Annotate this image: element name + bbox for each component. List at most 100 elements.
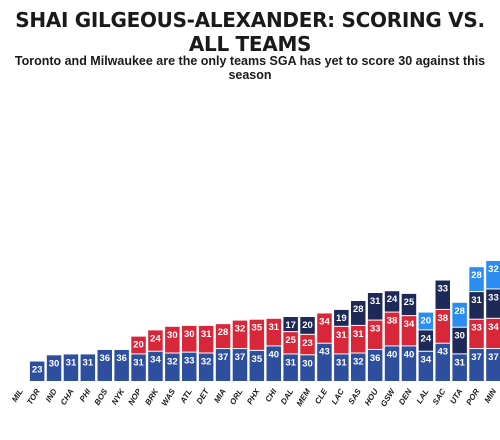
data-label-brk-game-2: 24: [150, 333, 161, 344]
bar-segment-sac-game-3: [435, 280, 450, 309]
data-label-gsw-game-3: 24: [387, 294, 398, 305]
data-label-tor-game-1: 23: [32, 365, 43, 376]
bar-segment-lal-game-2: [418, 330, 434, 351]
bar-segment-uta-game-3: [452, 302, 467, 327]
data-label-uta-game-3: 28: [454, 306, 465, 317]
data-label-ind-game-1: 30: [49, 358, 60, 369]
data-label-sac-game-3: 33: [437, 284, 448, 295]
data-label-sac-game-2: 38: [437, 313, 448, 324]
bar-segment-mem-game-1: [300, 355, 315, 381]
x-tick-mil: MIL: [10, 387, 25, 404]
x-tick-tor: TOR: [25, 387, 42, 406]
data-label-hou-game-2: 33: [370, 324, 381, 335]
chart-subtitle: Toronto and Milwaukee are the only teams…: [14, 54, 486, 82]
bar-segment-phx-game-2: [249, 319, 265, 350]
x-tick-brk: BRK: [143, 386, 160, 407]
bar-segment-hou-game-1: [367, 349, 383, 381]
x-tick-mia: MIA: [212, 387, 228, 404]
bars-group: 23 30 31 31 36 36 31 20 34 24 32 30 33 30 32 31 37 28 37 32…: [29, 260, 500, 381]
bar-segment-lac-game-1: [334, 354, 349, 381]
bar-segment-det-game-1: [198, 353, 214, 381]
data-label-det-game-2: 31: [201, 329, 212, 340]
x-tick-lac: LAC: [330, 387, 346, 406]
data-label-sas-game-1: 32: [353, 357, 364, 368]
x-tick-bos: BOS: [93, 387, 110, 407]
bar-segment-den-game-2: [401, 316, 417, 346]
x-tick-det: DET: [195, 386, 212, 405]
x-tick-hou: HOU: [363, 387, 380, 407]
bar-segment-min-game-3: [486, 289, 500, 318]
bar-segment-lac-game-3: [334, 309, 349, 326]
x-tick-gsw: GSW: [379, 386, 398, 408]
bar-segment-gsw-game-1: [384, 346, 400, 381]
bar-segment-nyk-game-1: [114, 349, 129, 381]
bar-segment-gsw-game-2: [384, 312, 400, 346]
x-tick-ind: IND: [44, 387, 59, 404]
data-label-cle-game-2: 34: [319, 316, 330, 327]
bar-segment-mia-game-2: [215, 324, 231, 349]
bar-segment-phx-game-1: [249, 350, 265, 381]
data-label-por-game-4: 28: [471, 270, 482, 281]
data-label-chi-game-1: 40: [268, 349, 279, 360]
bar-segment-min-game-2: [486, 318, 500, 349]
bar-segment-orl-game-1: [232, 349, 248, 381]
data-label-bos-game-1: 36: [99, 353, 110, 364]
data-label-lac-game-1: 31: [336, 357, 347, 368]
bar-segment-por-game-1: [469, 349, 484, 381]
data-label-lal-game-1: 34: [421, 355, 432, 366]
bar-segment-brk-game-2: [148, 330, 163, 351]
data-label-mem-game-3: 20: [302, 320, 313, 331]
bar-segment-mem-game-2: [300, 334, 315, 355]
bar-segment-min-game-4: [486, 260, 500, 289]
bar-segment-brk-game-1: [148, 351, 163, 381]
data-label-lac-game-3: 19: [336, 313, 347, 324]
bar-segment-den-game-3: [401, 293, 417, 316]
x-tick-min: MIN: [483, 387, 499, 404]
x-tick-sac: SAC: [431, 387, 448, 406]
data-label-cha-game-1: 31: [66, 357, 77, 368]
bar-segment-por-game-4: [469, 267, 484, 292]
data-label-dal-game-3: 17: [285, 320, 296, 331]
bar-segment-lal-game-3: [418, 312, 434, 330]
x-tick-uta: UTA: [448, 387, 464, 405]
bar-segment-was-game-1: [165, 353, 180, 381]
data-label-mem-game-2: 23: [302, 338, 313, 349]
bar-segment-gsw-game-3: [384, 291, 400, 312]
x-tick-lal: LAL: [415, 387, 431, 405]
x-axis-ticks: MIL TOR IND CHA PHI BOS NYK NOP BRK WAS ATL DET MIA O…: [10, 386, 498, 408]
bar-segment-mia-game-1: [215, 349, 231, 381]
data-label-den-game-1: 40: [404, 349, 415, 360]
bar-segment-phi-game-1: [80, 354, 96, 381]
data-label-uta-game-2: 30: [454, 331, 465, 342]
data-label-mia-game-2: 28: [218, 327, 229, 338]
bar-segment-cha-game-1: [63, 354, 79, 381]
data-label-atl-game-1: 33: [184, 356, 195, 367]
data-label-uta-game-1: 31: [454, 357, 465, 368]
x-tick-den: DEN: [397, 387, 414, 406]
data-label-min-game-3: 33: [488, 292, 499, 303]
data-label-por-game-3: 31: [471, 295, 482, 306]
bar-segment-nop-game-2: [131, 336, 146, 354]
data-label-orl-game-2: 32: [235, 324, 246, 335]
data-label-phx-game-2: 35: [252, 323, 263, 334]
bar-segment-mem-game-3: [300, 317, 315, 334]
bar-segment-was-game-2: [165, 326, 180, 353]
bar-segment-sas-game-1: [351, 353, 366, 381]
bar-segment-lal-game-1: [418, 351, 434, 381]
data-label-phi-game-1: 31: [83, 357, 94, 368]
bar-segment-uta-game-1: [452, 354, 467, 381]
data-label-mem-game-1: 30: [302, 358, 313, 369]
x-tick-was: WAS: [160, 387, 178, 408]
bar-segment-den-game-1: [401, 346, 417, 381]
bar-segment-cle-game-2: [317, 313, 332, 343]
data-label-min-game-4: 32: [488, 264, 499, 275]
data-label-orl-game-1: 37: [235, 352, 246, 363]
data-label-den-game-2: 34: [404, 319, 415, 330]
data-label-sac-game-1: 43: [437, 347, 448, 358]
bar-segment-hou-game-2: [367, 320, 383, 349]
data-label-lal-game-3: 20: [421, 316, 432, 327]
bar-segment-dal-game-3: [283, 317, 298, 332]
x-tick-orl: ORL: [228, 387, 245, 406]
bar-segment-lac-game-2: [334, 326, 349, 354]
